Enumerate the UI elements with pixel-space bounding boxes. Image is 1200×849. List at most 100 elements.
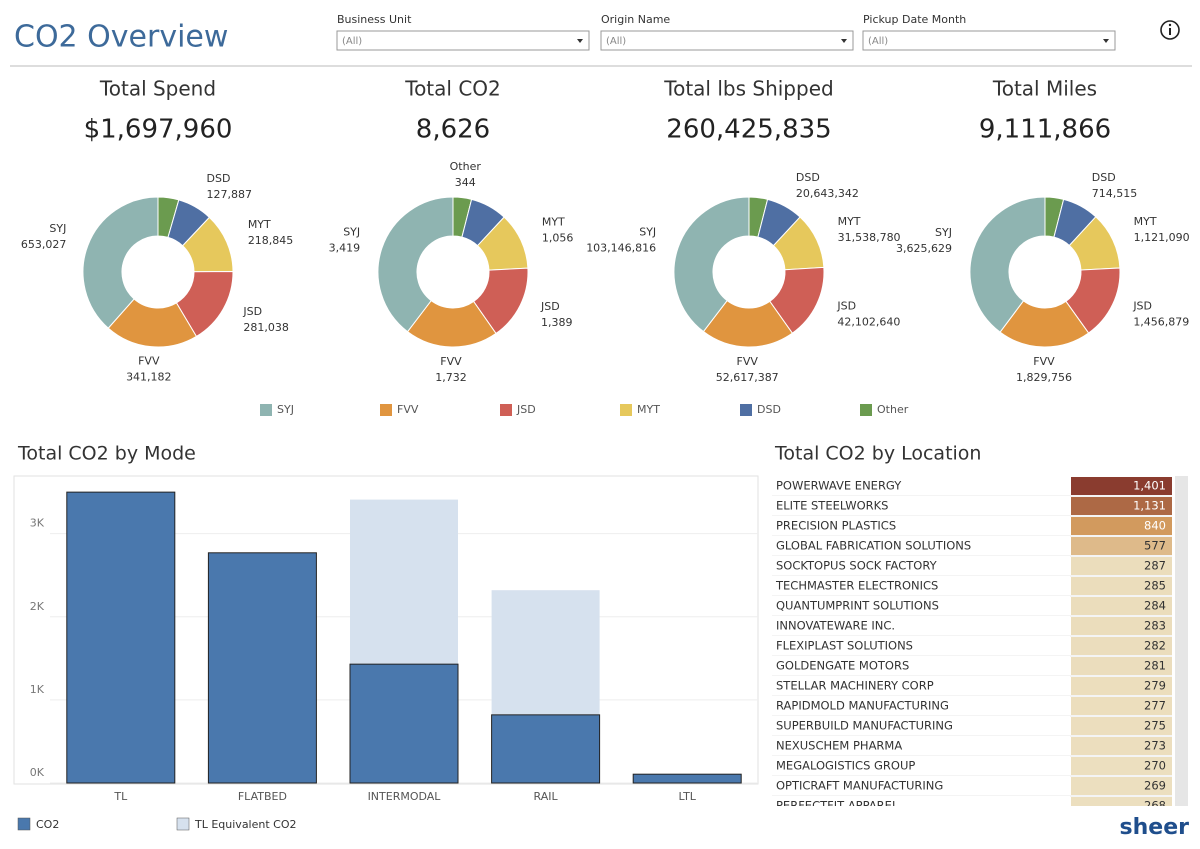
slice-label: MYT bbox=[542, 216, 565, 229]
cell-value: 269 bbox=[1144, 779, 1166, 793]
filter-dropdown[interactable] bbox=[862, 30, 1116, 51]
row-bg bbox=[772, 716, 1070, 736]
bar bbox=[349, 663, 459, 784]
row-bg bbox=[772, 596, 1070, 616]
heat-cell bbox=[1071, 637, 1172, 655]
y-tick-label: 0K bbox=[30, 766, 45, 779]
slice-label: FVV bbox=[1033, 355, 1055, 368]
y-tick-label: 2K bbox=[30, 600, 45, 613]
heat-cell bbox=[1071, 517, 1172, 535]
mode-chart-frame bbox=[13, 475, 759, 785]
legend-swatch bbox=[260, 404, 272, 416]
location-name: SOCKTOPUS SOCK FACTORY bbox=[776, 559, 938, 573]
heat-cell bbox=[1071, 777, 1172, 795]
bar bbox=[632, 773, 742, 784]
info-icon[interactable] bbox=[1160, 20, 1180, 40]
filter-label: Business Unit bbox=[337, 13, 412, 26]
cell-value: 279 bbox=[1144, 679, 1166, 693]
kpi-title: Total Spend bbox=[99, 77, 216, 101]
filter-dropdown[interactable] bbox=[600, 30, 854, 51]
slice-value: 1,389 bbox=[541, 316, 573, 329]
kpi-value: 8,626 bbox=[416, 115, 490, 145]
kpi-value: $1,697,960 bbox=[84, 115, 233, 145]
cell-value: 285 bbox=[1144, 579, 1166, 593]
cell-value: 282 bbox=[1144, 639, 1166, 653]
heat-cell bbox=[1071, 717, 1172, 735]
cell-value: 273 bbox=[1144, 739, 1166, 753]
slice-value: 341,182 bbox=[126, 371, 172, 384]
row-bg bbox=[772, 496, 1070, 516]
heat-cell bbox=[1071, 597, 1172, 615]
location-name: POWERWAVE ENERGY bbox=[776, 479, 902, 493]
slice-value: 344 bbox=[455, 176, 476, 189]
row-bg bbox=[772, 636, 1070, 656]
legend-swatch bbox=[380, 404, 392, 416]
x-tick-label: RAIL bbox=[534, 790, 559, 803]
cell-value: 270 bbox=[1144, 759, 1166, 773]
bar bbox=[66, 491, 176, 784]
location-name: GOLDENGATE MOTORS bbox=[776, 659, 909, 673]
legend-swatch bbox=[500, 404, 512, 416]
dropdown-arrow bbox=[1103, 39, 1109, 43]
slice-value: 714,515 bbox=[1092, 187, 1138, 200]
location-name: PRECISION PLASTICS bbox=[776, 519, 896, 533]
slice-value: 1,829,756 bbox=[1016, 371, 1072, 384]
location-name: INNOVATEWARE INC. bbox=[776, 619, 895, 633]
heat-cell bbox=[1071, 537, 1172, 555]
x-tick-label: LTL bbox=[678, 790, 696, 803]
filter-value: (All) bbox=[342, 36, 362, 47]
donut-slice bbox=[377, 196, 454, 333]
slice-value: 1,456,879 bbox=[1133, 315, 1189, 328]
legend-label: TL Equivalent CO2 bbox=[194, 818, 297, 831]
kpi-title: Total lbs Shipped bbox=[663, 77, 833, 101]
row-bg bbox=[772, 616, 1070, 636]
slice-label: FVV bbox=[737, 355, 759, 368]
legend-label: SYJ bbox=[277, 403, 294, 416]
slice-label: SYJ bbox=[935, 226, 952, 239]
donut-slice bbox=[969, 196, 1046, 333]
cell-value: 277 bbox=[1144, 699, 1166, 713]
legend-label: CO2 bbox=[36, 818, 59, 831]
slice-label: SYJ bbox=[343, 226, 360, 239]
row-bg bbox=[772, 536, 1070, 556]
location-name: SUPERBUILD MANUFACTURING bbox=[776, 719, 953, 733]
slice-label: DSD bbox=[207, 172, 231, 185]
slice-label: Other bbox=[450, 160, 482, 173]
chart-title: Total CO2 by Location bbox=[774, 443, 981, 465]
heat-cell bbox=[1071, 557, 1172, 575]
cell-value: 281 bbox=[1144, 659, 1166, 673]
legend-label: MYT bbox=[637, 403, 660, 416]
slice-value: 31,538,780 bbox=[838, 231, 901, 244]
row-bg bbox=[772, 676, 1070, 696]
legend-swatch bbox=[176, 817, 190, 831]
filter-value: (All) bbox=[606, 36, 626, 47]
legend-swatch bbox=[17, 817, 31, 831]
bar bbox=[207, 552, 317, 784]
scrollbar[interactable] bbox=[1175, 476, 1188, 806]
dropdown-arrow bbox=[841, 39, 847, 43]
heat-cell bbox=[1071, 797, 1172, 806]
heat-cell bbox=[1071, 677, 1172, 695]
cell-value: 1,131 bbox=[1133, 499, 1166, 513]
row-bg bbox=[772, 576, 1070, 596]
heat-cell bbox=[1071, 657, 1172, 675]
location-name: QUANTUMPRINT SOLUTIONS bbox=[776, 599, 939, 613]
dropdown-arrow bbox=[577, 39, 583, 43]
filter-value: (All) bbox=[868, 36, 888, 47]
slice-value: 103,146,816 bbox=[586, 242, 656, 255]
location-name: NEXUSCHEM PHARMA bbox=[776, 739, 902, 753]
location-name: PERFECTFIT APPAREL bbox=[776, 799, 899, 813]
location-name: STELLAR MACHINERY CORP bbox=[776, 679, 934, 693]
slice-value: 52,617,387 bbox=[716, 371, 779, 384]
row-bg bbox=[772, 696, 1070, 716]
slice-label: FVV bbox=[440, 355, 462, 368]
filter-dropdown[interactable] bbox=[336, 30, 590, 51]
kpi-title: Total CO2 bbox=[404, 77, 501, 101]
slice-value: 3,419 bbox=[329, 242, 361, 255]
slice-label: DSD bbox=[1092, 171, 1116, 184]
legend-swatch bbox=[620, 404, 632, 416]
slice-value: 127,887 bbox=[207, 188, 253, 201]
row-bg bbox=[772, 736, 1070, 756]
location-name: OPTICRAFT MANUFACTURING bbox=[776, 779, 943, 793]
